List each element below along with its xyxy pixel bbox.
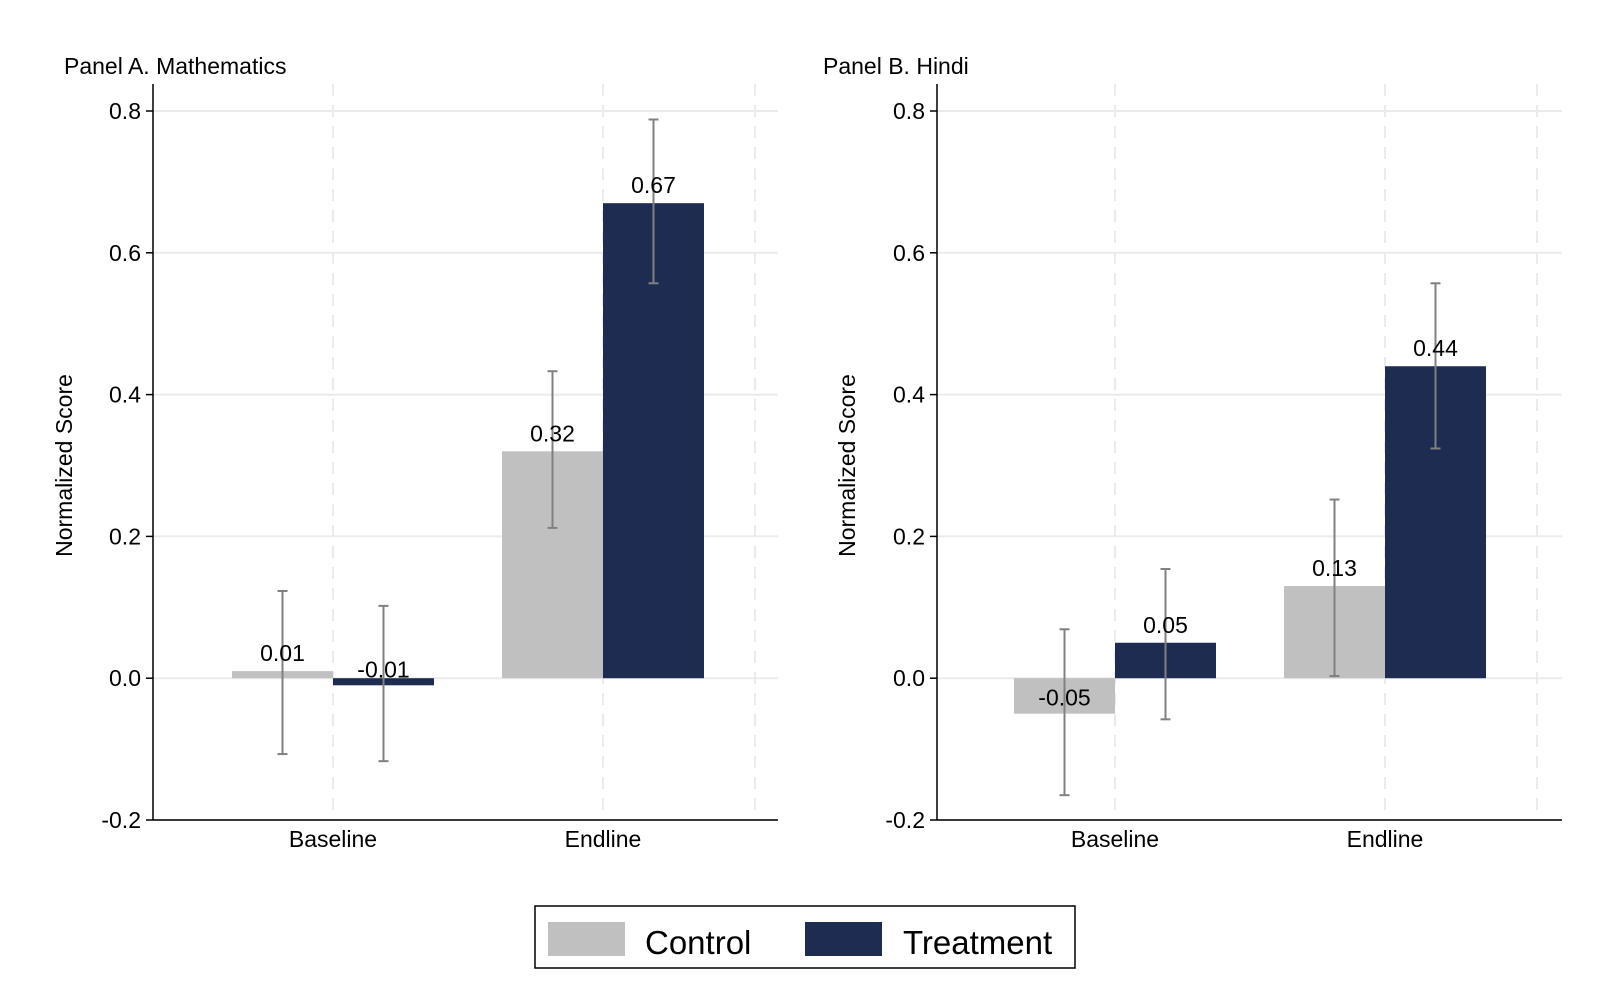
legend-label-control: Control (645, 924, 751, 961)
legend-swatch-control (548, 922, 625, 956)
error-bar-control-endline (1329, 498, 1340, 678)
x-category-label-endline: Endline (1347, 826, 1424, 852)
error-bar-control-baseline (1059, 628, 1070, 797)
error-bar-treatment-endline (648, 118, 659, 285)
x-category-label-baseline: Baseline (289, 826, 377, 852)
y-tick-label: -0.2 (885, 807, 925, 833)
panel-mathematics: 0.01 0.32 -0.01 0.67 -0.2 0.0 0.2 0.4 0.6 0.8 Base… (51, 53, 778, 852)
legend: Control Treatment (534, 905, 1076, 969)
data-label-control-baseline: -0.05 (1038, 685, 1090, 711)
data-label-control-endline: 0.32 (530, 420, 575, 446)
y-tick-label: 0.6 (109, 240, 141, 266)
y-tick-label: 0.0 (893, 665, 925, 691)
error-bar-treatment-endline (1430, 282, 1441, 450)
data-label-treatment-endline: 0.44 (1413, 335, 1458, 361)
data-label-control-baseline: 0.01 (260, 640, 305, 666)
error-bar-treatment-baseline (378, 604, 389, 763)
y-axis-title: Normalized Score (51, 374, 77, 557)
x-category-label-endline: Endline (565, 826, 642, 852)
panel-title: Panel A. Mathematics (64, 53, 286, 79)
y-tick-label: 0.8 (109, 98, 141, 124)
y-tick-label: 0.2 (109, 523, 141, 549)
data-label-control-endline: 0.13 (1312, 555, 1357, 581)
x-category-label-baseline: Baseline (1071, 826, 1159, 852)
y-tick-label: 0.0 (109, 665, 141, 691)
legend-swatch-treatment (805, 922, 882, 956)
panel-hindi: -0.05 0.13 0.05 0.44 -0.2 0.0 0.2 0.4 0.6 0.8 Base… (823, 53, 1562, 852)
legend-label-treatment: Treatment (903, 924, 1052, 961)
error-bar-control-baseline (277, 589, 288, 756)
data-label-treatment-baseline: -0.01 (357, 656, 409, 682)
panel-title: Panel B. Hindi (823, 53, 969, 79)
data-label-treatment-endline: 0.67 (631, 172, 676, 198)
y-tick-label: 0.8 (893, 98, 925, 124)
y-tick-label: 0.6 (893, 240, 925, 266)
y-tick-label: 0.4 (893, 382, 925, 408)
error-bar-treatment-baseline (1160, 568, 1171, 721)
y-tick-label: -0.2 (101, 807, 141, 833)
y-axis-title: Normalized Score (834, 374, 860, 557)
y-tick-label: 0.4 (109, 382, 141, 408)
data-label-treatment-baseline: 0.05 (1143, 612, 1188, 638)
y-tick-label: 0.2 (893, 523, 925, 549)
error-bar-control-endline (547, 370, 558, 529)
